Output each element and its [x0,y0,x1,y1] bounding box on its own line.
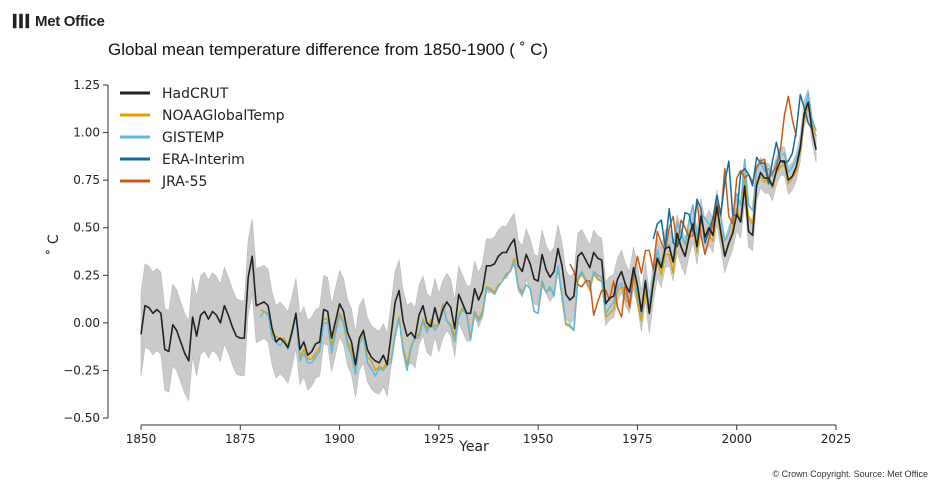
y-tick-label: 1.25 [73,78,100,92]
x-axis-label: Year [458,439,489,455]
y-tick-label: 0.00 [73,316,100,330]
legend-label-noaaglobaltemp: NOAAGlobalTemp [162,108,285,124]
brand-name: Met Office [35,12,105,30]
y-tick-label: −0.25 [63,363,100,377]
x-tick-label: 2025 [821,432,852,446]
y-tick-label: 1.00 [73,126,100,140]
series-line-gistemp [259,91,817,377]
x-tick-label: 1850 [126,432,157,446]
y-tick-label: 0.25 [73,268,100,282]
series-line-hadcrut [140,101,817,366]
legend-label-jra-55: JRA-55 [161,174,207,190]
x-tick-label: 1900 [324,432,355,446]
met-office-logo-icon [12,13,30,29]
chart-title: Global mean temperature difference from … [108,40,549,59]
met-office-logo: Met Office [12,12,105,30]
x-tick-label: 2000 [721,432,752,446]
x-tick-label: 1975 [622,432,653,446]
copyright-notice: © Crown Copyright. Source: Met Office [772,469,928,479]
legend-label-era-interim: ERA-Interim [162,152,245,168]
x-tick-label: 1925 [424,432,455,446]
y-tick-label: 0.50 [73,221,100,235]
legend-label-gistemp: GISTEMP [162,130,224,146]
y-tick-label: 0.75 [73,173,100,187]
hadcrut-uncertainty-band [140,88,817,402]
legend-label-hadcrut: HadCRUT [162,86,229,102]
y-tick-label: −0.50 [63,411,100,425]
x-tick-label: 1950 [523,432,554,446]
x-tick-label: 1875 [225,432,256,446]
y-axis-label: ˚ C [45,234,62,255]
